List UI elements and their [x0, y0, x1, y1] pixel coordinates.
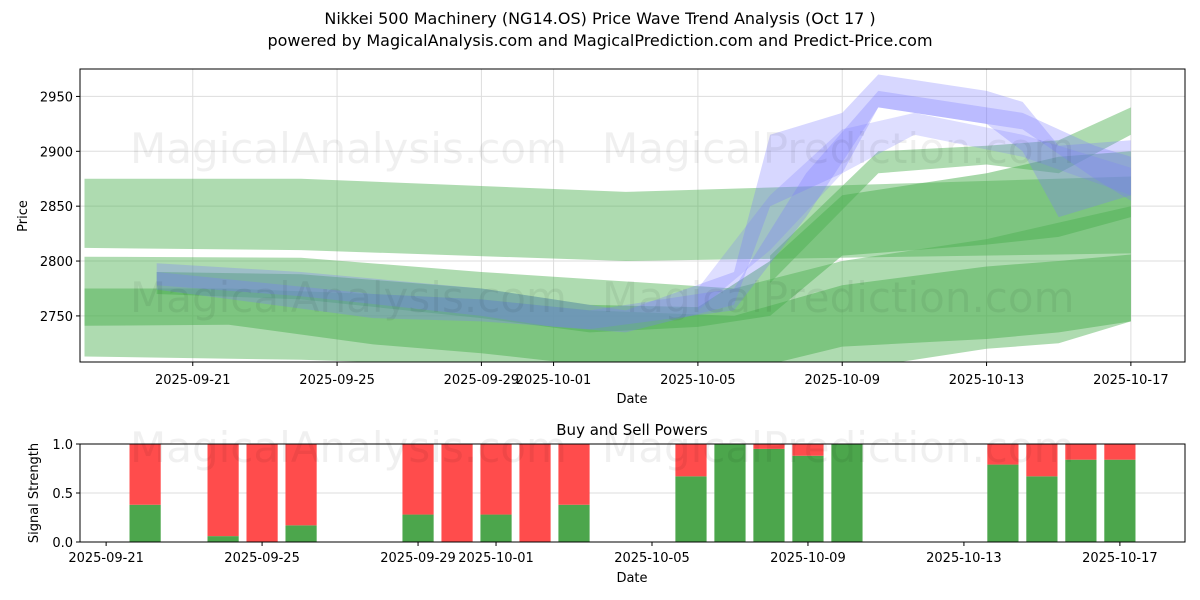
watermark: MagicalPrediction.com: [602, 423, 1075, 472]
y-tick-label: 2950: [40, 90, 73, 105]
buy-bar: [753, 448, 785, 542]
watermark: MagicalAnalysis.com: [130, 423, 567, 472]
signal-y-ticks: 0.0 0.5 1.0: [52, 438, 80, 551]
buy-bar: [480, 514, 512, 542]
price-y-ticks: 2750 2800 2850 2900 2950: [40, 90, 80, 325]
sell-bar: [441, 444, 473, 542]
sell-bar: [519, 444, 551, 542]
signal-bars: [129, 444, 1136, 542]
buy-bar: [987, 464, 1019, 542]
signal-x-axis-label: Date: [616, 571, 647, 586]
price-band-blue-wave-3: [697, 112, 1131, 311]
price-axes-frame: [79, 68, 1186, 363]
price-band-green-band-mid: [84, 254, 1131, 362]
x-tick-label: 2025-10-13: [926, 551, 1002, 566]
signal-y-axis-label: Signal Strength: [27, 443, 42, 543]
x-tick-label: 2025-09-29: [444, 373, 520, 388]
watermark: MagicalAnalysis.com: [130, 273, 567, 322]
x-tick-label: 2025-09-29: [380, 551, 456, 566]
x-tick-label: 2025-10-17: [1093, 373, 1169, 388]
price-band-green-band-top-right: [770, 107, 1131, 284]
chart-subtitle: powered by MagicalAnalysis.com and Magic…: [267, 31, 933, 50]
buy-bar: [1104, 459, 1136, 542]
watermark: MagicalAnalysis.com: [130, 124, 567, 173]
y-tick-label: 0.5: [52, 487, 73, 502]
x-tick-label: 2025-09-25: [224, 551, 300, 566]
x-tick-label: 2025-09-21: [155, 373, 231, 388]
sell-bar: [1026, 444, 1058, 477]
price-x-ticks: 2025-09-21 2025-09-25 2025-09-292025-10-01…: [155, 362, 1169, 388]
x-tick-label: 2025-09-21: [68, 551, 144, 566]
price-bands: [84, 74, 1131, 362]
sell-bar: [1065, 444, 1097, 460]
buy-bar: [675, 476, 707, 542]
watermark: MagicalPrediction.com: [602, 124, 1075, 173]
x-tick-label: 2025-09-25: [299, 373, 375, 388]
buy-bar: [285, 525, 317, 542]
signal-x-ticks: 2025-09-21 2025-09-25 2025-09-29 2025-10-01…: [68, 542, 1158, 566]
x-tick-label: 2025-10-01: [516, 373, 592, 388]
buy-bar: [792, 455, 824, 542]
buy-bar: [714, 444, 746, 542]
buy-bar: [207, 536, 239, 542]
y-tick-label: 2850: [40, 200, 73, 215]
x-tick-label: 2025-10-05: [614, 551, 690, 566]
sell-bar: [792, 444, 824, 456]
watermark: MagicalPrediction.com: [602, 273, 1075, 322]
x-tick-label: 2025-10-09: [770, 551, 846, 566]
buy-bar: [1065, 459, 1097, 542]
sell-bar: [1104, 444, 1136, 460]
sell-bar: [753, 444, 785, 449]
buy-bar: [558, 504, 590, 542]
x-tick-label: 2025-10-09: [804, 373, 880, 388]
sell-bar: [558, 444, 590, 505]
y-tick-label: 0.0: [52, 536, 73, 551]
price-watermarks: MagicalAnalysis.com MagicalPrediction.co…: [130, 124, 1075, 322]
price-x-axis-label: Date: [616, 392, 647, 407]
y-tick-label: 2750: [40, 310, 73, 325]
signal-chart-title: Buy and Sell Powers: [556, 421, 708, 439]
price-y-axis-label: Price: [16, 200, 31, 232]
buy-bar: [129, 504, 161, 542]
sell-bar: [285, 444, 317, 526]
x-tick-label: 2025-10-05: [660, 373, 736, 388]
x-tick-label: 2025-10-13: [949, 373, 1025, 388]
price-band-green-band-rising: [156, 151, 1131, 333]
sell-bar: [987, 444, 1019, 465]
sell-bar: [207, 444, 239, 537]
buy-bar: [402, 514, 434, 542]
sell-bar: [129, 444, 161, 505]
y-tick-label: 1.0: [52, 438, 73, 453]
chart-title: Nikkei 500 Machinery (NG14.OS) Price Wav…: [324, 9, 876, 28]
buy-bar: [1026, 476, 1058, 542]
sell-bar: [402, 444, 434, 515]
sell-bar: [246, 444, 278, 542]
sell-bar: [480, 444, 512, 515]
buy-bar: [831, 444, 863, 542]
y-tick-label: 2900: [40, 145, 73, 160]
x-tick-label: 2025-10-01: [458, 551, 534, 566]
sell-bar: [675, 444, 707, 477]
x-tick-label: 2025-10-17: [1082, 551, 1158, 566]
signal-watermarks: MagicalAnalysis.com MagicalPrediction.co…: [130, 423, 1075, 472]
y-tick-label: 2800: [40, 255, 73, 270]
